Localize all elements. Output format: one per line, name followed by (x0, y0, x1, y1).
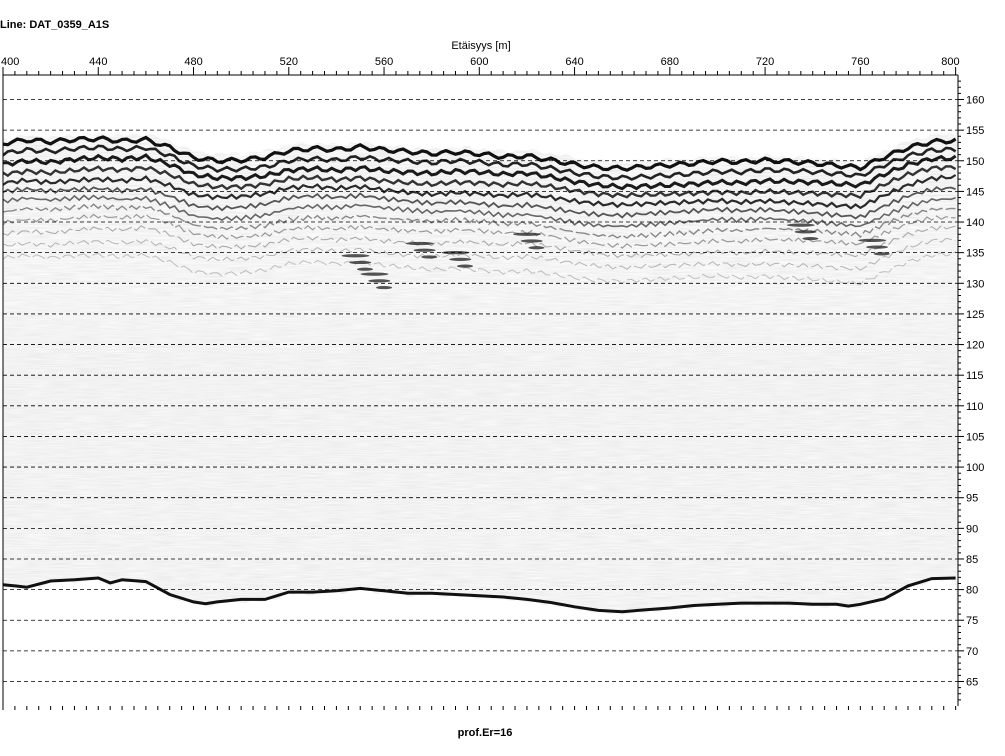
x-tick-label: 520 (280, 56, 298, 68)
x-tick-label: 480 (184, 56, 202, 68)
reflector-anomaly (376, 285, 393, 290)
reflector-anomaly (449, 257, 472, 261)
axes-group: 400 440 480 520 560 600 640 680 720 760 800 160 155 1… (1, 56, 984, 710)
line-title: Line: DAT_0359_A1S (0, 19, 110, 31)
x-tick-label: 760 (851, 56, 869, 68)
reflector-band (3, 237, 956, 271)
x-tick-label: 680 (661, 56, 679, 68)
reflector-anomaly (858, 238, 887, 243)
reflector-anomaly (528, 246, 545, 250)
reflector-anomaly (802, 236, 819, 241)
reflector-band (3, 213, 956, 249)
y-tick-label: 130 (966, 278, 984, 290)
y-tick-label: 125 (966, 309, 984, 321)
y-tick-label: 90 (966, 523, 978, 535)
bottom-reflector-line (3, 576, 956, 614)
reflector-anomaly (441, 251, 470, 255)
y-tick-label: 160 (966, 95, 984, 107)
reflector-anomaly (794, 230, 817, 234)
air-region (3, 75, 958, 164)
reflector-band (3, 144, 957, 181)
y-tick-label: 80 (966, 585, 978, 597)
x-tick-label: 400 (1, 56, 19, 68)
reflector-anomaly (512, 232, 541, 236)
y-tick-label: 100 (966, 462, 984, 474)
reflector-anomaly (873, 252, 890, 256)
reflector-band (3, 203, 956, 239)
x-tick-label: 600 (470, 56, 488, 68)
y-tick-label: 135 (966, 248, 984, 260)
x-axis-title: Etäisyys [m] (451, 40, 511, 52)
profile-footer-label: prof.Er=16 (457, 727, 513, 739)
y-tick-label: 120 (966, 340, 984, 352)
y-tick-label: 155 (966, 125, 984, 137)
reflector-anomaly (368, 279, 391, 283)
y-tick-label: 150 (966, 156, 984, 168)
reflector-band (3, 135, 957, 172)
y-tick-label: 145 (966, 186, 984, 198)
reflector-band (3, 194, 956, 228)
y-tick-label: 105 (966, 431, 984, 443)
y-tick-label: 140 (966, 217, 984, 229)
reflector-anomaly (520, 239, 543, 243)
reflector-band (3, 153, 957, 191)
reflector-band (3, 251, 956, 286)
y-tick-label: 110 (966, 401, 984, 413)
reflector-anomaly (405, 241, 434, 246)
x-tick-label: 640 (565, 56, 583, 68)
reflector-anomaly (786, 223, 815, 227)
y-tick-label: 95 (966, 493, 978, 505)
reflector-anomaly (413, 248, 436, 252)
y-tick-label: 85 (966, 554, 978, 566)
y-tick-label: 70 (966, 646, 978, 658)
reflector-anomaly (866, 245, 889, 249)
x-tick-label: 800 (941, 56, 959, 68)
x-tick-label: 440 (89, 56, 107, 68)
y-tick-label: 65 (966, 676, 978, 688)
y-tick-label: 75 (966, 615, 978, 627)
reflector-anomaly (360, 272, 389, 276)
reflector-anomaly (356, 267, 373, 271)
reflector-anomaly (457, 264, 474, 268)
grid-lines (3, 99, 958, 682)
y-tick-label: 115 (966, 370, 984, 382)
reflector-anomaly (341, 254, 370, 258)
reflector-band (3, 185, 956, 220)
reflector-band (3, 174, 957, 210)
reflector-anomaly (349, 260, 372, 265)
blank-band (3, 579, 958, 706)
x-tick-label: 560 (375, 56, 393, 68)
x-tick-label: 720 (756, 56, 774, 68)
reflector-anomaly (421, 255, 438, 259)
